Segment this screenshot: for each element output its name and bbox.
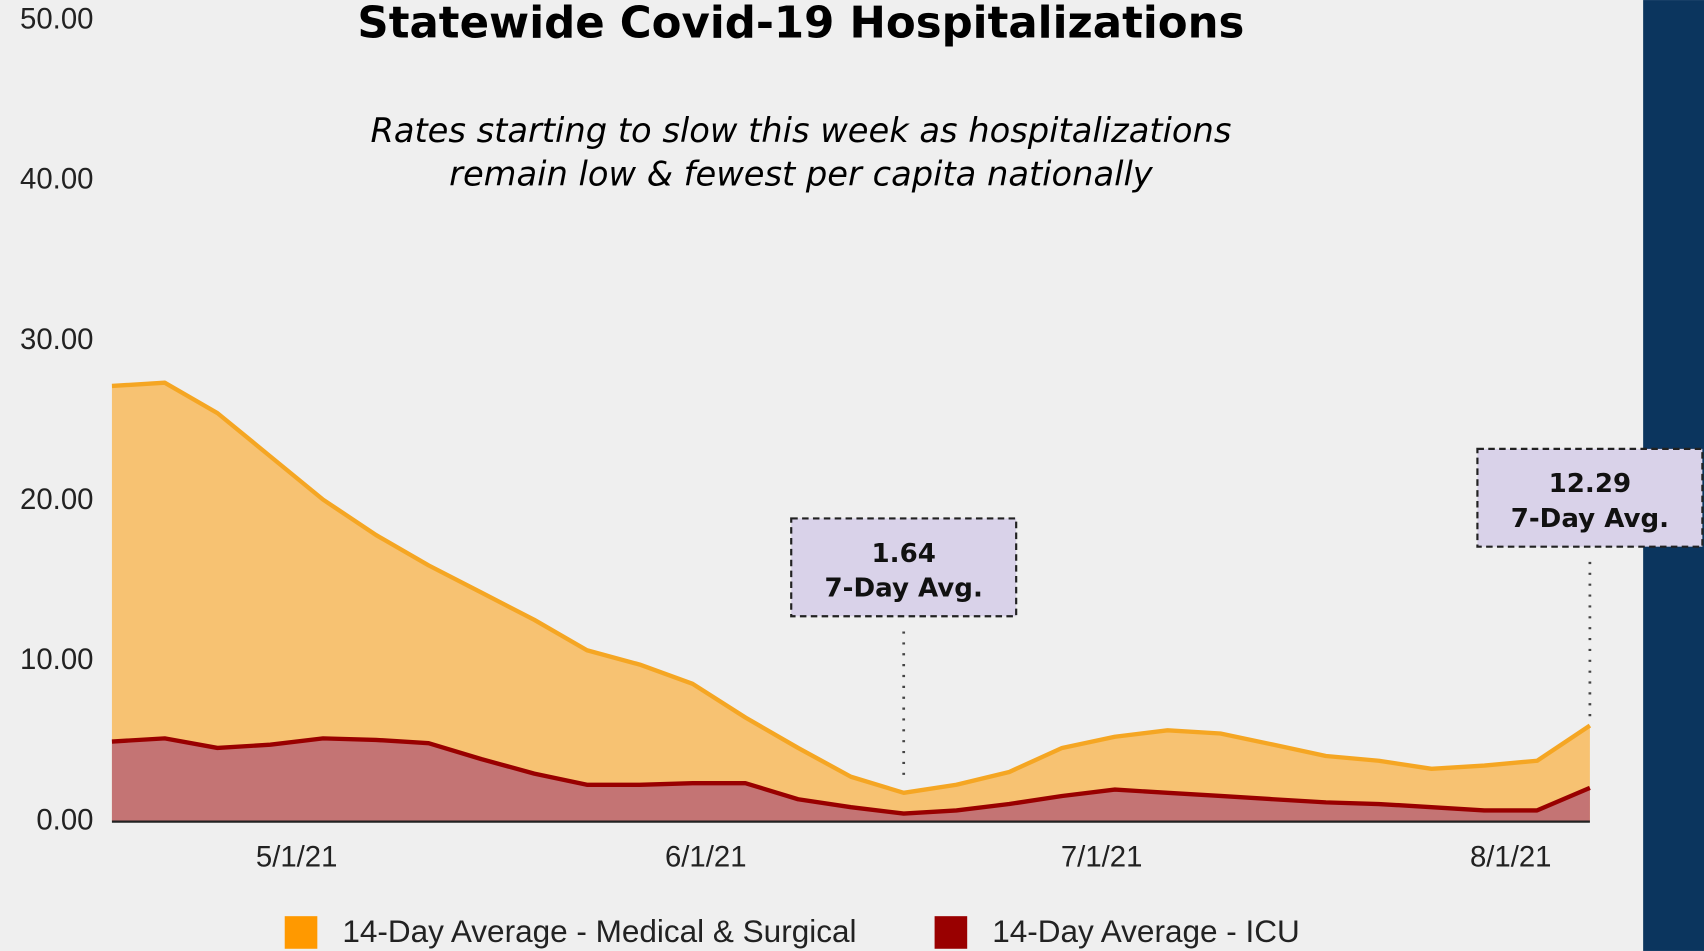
area-line (111, 380, 1592, 795)
subtitle: remain low & fewest per capita nationall… (449, 155, 1154, 194)
y-tick-label: 30.00 (20, 323, 93, 356)
y-tick-label: 10.00 (20, 643, 93, 676)
annotation-text: 12.29 (1549, 469, 1632, 499)
annotation-text: 1.64 (872, 539, 936, 569)
legend-label: 14-Day Average - Medical & Surgical (342, 913, 856, 949)
x-tick-label: 6/1/21 (665, 840, 747, 873)
area (111, 382, 1590, 822)
legend-label: 14-Day Average - ICU (992, 913, 1300, 949)
y-tick-label: 20.00 (20, 483, 93, 516)
area-line (111, 736, 1591, 816)
annotation-text: 7-Day Avg. (825, 574, 983, 604)
y-tick-label: 40.00 (20, 163, 93, 196)
annotation-text: 7-Day Avg. (1511, 504, 1669, 534)
annotation-box (790, 517, 1018, 618)
y-tick-label: 0.00 (36, 803, 93, 836)
legend-swatch (934, 916, 968, 949)
legend-swatch (284, 916, 318, 949)
y-tick-label: 50.00 (20, 2, 93, 35)
subtitle: Rates starting to slow this week as hosp… (370, 111, 1231, 150)
x-tick-label: 8/1/21 (1470, 840, 1552, 873)
chart-title: Statewide Covid-19 Hospitalizations (357, 0, 1244, 49)
x-tick-label: 7/1/21 (1061, 840, 1143, 873)
x-tick-label: 5/1/21 (256, 840, 338, 873)
annotation-box (1476, 447, 1704, 548)
